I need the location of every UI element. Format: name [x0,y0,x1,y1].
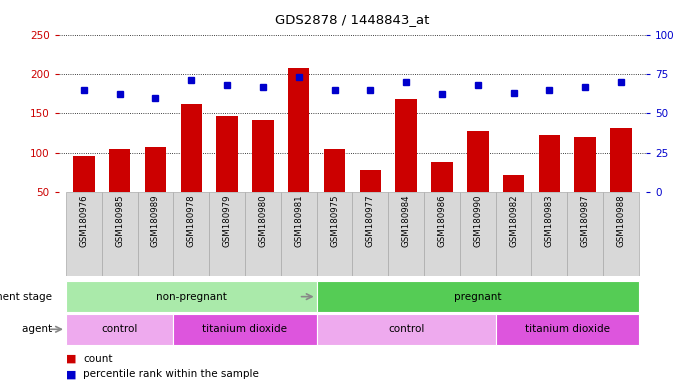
Bar [73,156,95,192]
Text: GSM180986: GSM180986 [437,195,446,247]
Bar [144,147,166,192]
Text: GSM180988: GSM180988 [616,195,625,247]
Text: non-pregnant: non-pregnant [155,291,227,302]
Bar [138,192,173,276]
Text: GSM180980: GSM180980 [258,195,267,247]
Bar [316,192,352,276]
Text: control: control [102,324,138,334]
Bar [209,192,245,276]
Text: percentile rank within the sample: percentile rank within the sample [83,369,259,379]
Bar [324,149,346,192]
Text: GSM180984: GSM180984 [401,195,410,247]
Text: titanium dioxide: titanium dioxide [202,324,287,334]
Text: GSM180987: GSM180987 [580,195,589,247]
Text: ■: ■ [66,369,76,379]
Text: count: count [83,354,113,364]
Bar [252,120,274,192]
Bar [567,192,603,276]
Bar [531,192,567,276]
Bar [66,314,173,345]
Text: GSM180983: GSM180983 [545,195,554,247]
Text: control: control [388,324,424,334]
Text: titanium dioxide: titanium dioxide [524,324,609,334]
Bar [102,192,138,276]
Text: GSM180976: GSM180976 [79,195,88,247]
Bar [216,116,238,192]
Text: GSM180989: GSM180989 [151,195,160,247]
Bar [281,192,316,276]
Bar [388,192,424,276]
Bar [495,192,531,276]
Text: GSM180977: GSM180977 [366,195,375,247]
Bar [503,175,524,192]
Text: GSM180981: GSM180981 [294,195,303,247]
Text: GSM180978: GSM180978 [187,195,196,247]
Text: GDS2878 / 1448843_at: GDS2878 / 1448843_at [275,13,430,26]
Bar [424,192,460,276]
Bar [288,68,310,192]
Bar [66,281,316,312]
Text: GSM180985: GSM180985 [115,195,124,247]
Bar [359,170,381,192]
Text: development stage: development stage [0,291,55,302]
Text: GSM180979: GSM180979 [223,195,231,247]
Bar [395,99,417,192]
Text: agent: agent [22,324,55,334]
Bar [574,137,596,192]
Text: ■: ■ [66,354,76,364]
Bar [173,314,316,345]
Bar [431,162,453,192]
Text: GSM180975: GSM180975 [330,195,339,247]
Bar [460,192,495,276]
Bar [109,149,131,192]
Text: GSM180990: GSM180990 [473,195,482,247]
Bar [539,135,560,192]
Bar [245,192,281,276]
Bar [610,128,632,192]
Bar [352,192,388,276]
Bar [495,314,639,345]
Bar [316,314,495,345]
Text: pregnant: pregnant [454,291,502,302]
Bar [316,281,639,312]
Bar [173,192,209,276]
Text: GSM180982: GSM180982 [509,195,518,247]
Bar [467,131,489,192]
Bar [603,192,639,276]
Bar [180,104,202,192]
Bar [66,192,102,276]
